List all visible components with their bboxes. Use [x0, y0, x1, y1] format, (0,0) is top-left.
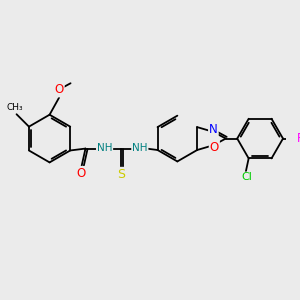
Text: O: O [76, 167, 85, 180]
Text: N: N [209, 124, 218, 136]
Text: O: O [210, 141, 219, 154]
Text: Cl: Cl [241, 172, 252, 182]
Text: CH₃: CH₃ [6, 103, 23, 112]
Text: NH: NH [97, 142, 112, 153]
Text: F: F [297, 132, 300, 145]
Text: O: O [55, 83, 64, 96]
Text: S: S [117, 168, 125, 181]
Text: NH: NH [132, 142, 148, 153]
